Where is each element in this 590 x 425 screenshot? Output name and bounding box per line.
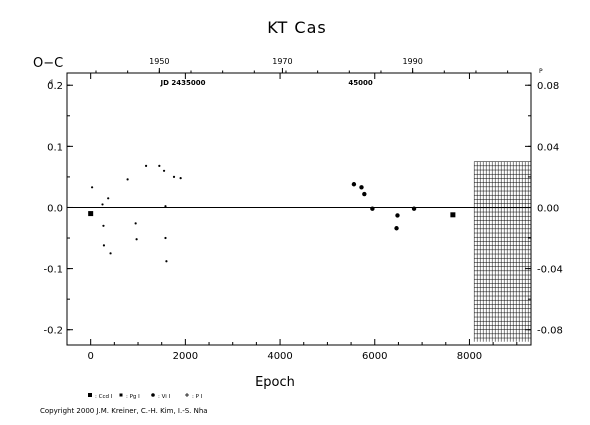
year-tick-label: 1990 — [402, 57, 422, 66]
y-tick-label-left: 0.1 — [47, 142, 63, 153]
p-point — [90, 186, 94, 189]
year-tick-label: 1950 — [149, 57, 169, 66]
x-tick-label: 8000 — [457, 351, 482, 362]
legend-ccd-marker — [88, 393, 92, 397]
p-point — [126, 178, 129, 181]
y-axis-unit: d — [49, 79, 53, 86]
p-point — [102, 244, 106, 247]
legend-label: : Vi I — [158, 394, 171, 400]
p-point — [158, 164, 161, 168]
y-tick-label-right: -0.04 — [537, 265, 563, 276]
right-axis-unit: P — [539, 68, 543, 75]
p-point — [102, 224, 105, 227]
p-point — [101, 203, 104, 206]
jd-label: JD 2435000 — [160, 79, 206, 87]
vi-point — [395, 213, 400, 218]
vi-point — [370, 206, 375, 211]
vi-point — [362, 191, 367, 197]
x-tick-label: 4000 — [267, 351, 292, 362]
p-point — [134, 222, 137, 225]
p-point — [162, 169, 166, 172]
vi-point — [394, 226, 399, 231]
y-tick-label-right: 0.04 — [537, 142, 559, 153]
y-tick-label-left: 0.0 — [47, 203, 63, 214]
y-tick-label-right: 0.00 — [537, 203, 559, 214]
p-point — [164, 236, 167, 240]
ccd-point — [450, 212, 456, 218]
x-tick-label: 6000 — [362, 351, 387, 362]
x-axis-label: Epoch — [255, 375, 295, 390]
vi-point — [351, 182, 357, 187]
chart-title: KT Cas — [267, 18, 326, 37]
legend-label: : Pg I — [126, 394, 140, 400]
p-point — [165, 260, 168, 263]
vi-point — [411, 206, 417, 211]
y-tick-label-left: 0.2 — [47, 81, 63, 92]
p-point — [144, 164, 148, 168]
axes-layer: 0 2000 4000 6000 8000 -0.2 -0.1 0.0 0.1 0.2 -0.08 -… — [43, 57, 562, 362]
p-point — [164, 205, 167, 208]
data-points-layer — [88, 164, 456, 263]
legend-label: : Ccd I — [95, 394, 113, 400]
y-tick-label-left: -0.2 — [43, 326, 63, 337]
y-tick-label-right: -0.08 — [537, 326, 563, 337]
p-point — [135, 238, 138, 241]
legend-pg-marker — [119, 393, 123, 397]
legend-label: : P I — [192, 394, 203, 400]
hatched-region — [473, 161, 531, 342]
ccd-point — [88, 211, 94, 217]
y-axis-label: O−C — [33, 56, 63, 71]
y-tick-label-right: 0.08 — [537, 81, 559, 92]
legend-vi-marker — [151, 393, 155, 397]
y-tick-label-left: -0.1 — [43, 265, 63, 276]
p-point — [107, 197, 110, 200]
copyright-text: Copyright 2000 J.M. Kreiner, C.-H. Kim, … — [40, 407, 208, 415]
jd-label: 45000 — [348, 79, 372, 87]
vi-point — [359, 185, 364, 190]
plot-border — [66, 72, 532, 346]
legend: : Ccd I : Pg I : Vi I : P I — [88, 393, 203, 400]
p-point — [172, 175, 176, 179]
x-tick-label: 0 — [87, 351, 93, 362]
p-point — [109, 252, 112, 255]
p-point — [179, 177, 182, 180]
x-tick-label: 2000 — [173, 351, 198, 362]
year-tick-label: 1970 — [272, 57, 292, 66]
plot-frame-layer — [66, 72, 532, 346]
